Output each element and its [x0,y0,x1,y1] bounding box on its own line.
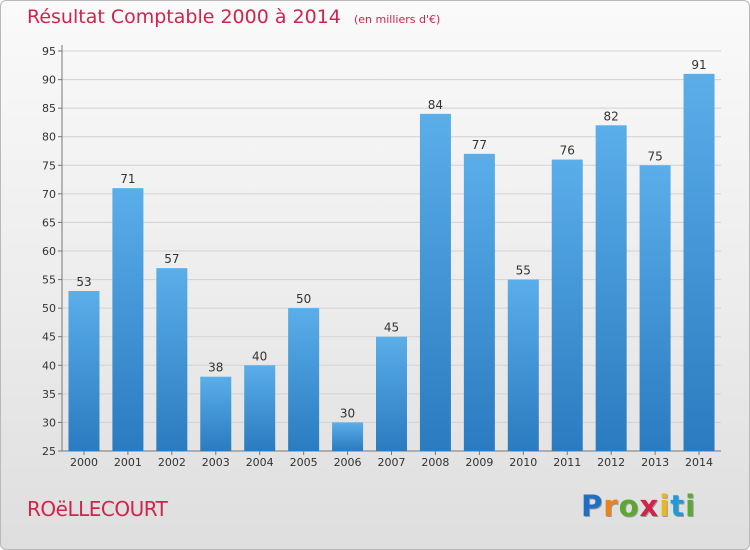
logo-letter: P [581,489,604,523]
x-tick-label: 2002 [158,456,186,469]
logo-letter: t [670,489,686,523]
bar-value-label: 50 [296,292,311,306]
y-tick-label: 55 [42,274,56,287]
bar-value-label: 40 [252,349,267,363]
bar-value-label: 45 [384,321,399,335]
logo-letter: o [618,489,640,523]
bar [112,188,144,451]
bar-value-label: 38 [208,361,223,375]
y-tick-label: 25 [42,445,56,458]
logo-letter: i [685,489,697,523]
bar [332,422,364,451]
y-tick-label: 80 [42,131,56,144]
proxiti-logo: Proxiti [581,489,696,523]
chart-title: Résultat Comptable 2000 à 2014 [27,6,341,28]
bar-value-label: 30 [340,406,355,420]
bar [551,159,583,452]
bars [68,73,715,452]
x-tick-label: 2012 [597,456,625,469]
y-tick-label: 50 [42,302,56,315]
x-tick-label: 2007 [378,456,406,469]
bar-value-label: 71 [120,172,135,186]
x-tick-label: 2011 [553,456,581,469]
bar [244,365,276,451]
bar-value-label: 75 [647,149,662,163]
y-tick-label: 65 [42,216,56,229]
x-tick-label: 2005 [290,456,318,469]
logo-letter: x [639,489,660,523]
bar [156,268,188,451]
bar [507,279,539,451]
y-tick-label: 70 [42,188,56,201]
x-tick-label: 2001 [114,456,142,469]
y-tick-label: 35 [42,388,56,401]
y-tick-label: 40 [42,359,56,372]
logo-letter: r [603,489,619,523]
bar [419,113,451,451]
bar-value-label: 76 [560,144,575,158]
labels: 25 30 35 40 45 50 55 60 65 70 75 80 85 90 95 53 2000 71 20… [42,45,713,469]
bar [595,125,627,452]
bar-value-label: 53 [76,275,91,289]
x-tick-label: 2003 [202,456,230,469]
logo-letter: i [659,489,671,523]
y-tick-label: 95 [42,45,56,58]
bar [288,308,320,451]
y-tick-label: 60 [42,245,56,258]
x-tick-label: 2013 [641,456,669,469]
bar-value-label: 84 [428,98,443,112]
chart-subtitle: (en milliers d'€) [353,13,441,26]
title-row: Résultat Comptable 2000 à 2014 (en milli… [27,6,440,28]
bar-value-label: 55 [516,264,531,278]
y-tick-label: 75 [42,159,56,172]
bar [200,376,232,451]
bar-value-label: 57 [164,252,179,266]
x-tick-label: 2008 [421,456,449,469]
bar [639,165,671,452]
bar-value-label: 77 [472,138,487,152]
x-tick-label: 2004 [246,456,274,469]
bar-value-label: 91 [691,58,706,72]
bar [68,291,100,451]
commune-name: ROëLLECOURT [27,497,168,521]
x-tick-label: 2000 [70,456,98,469]
x-tick-label: 2014 [685,456,713,469]
y-tick-label: 30 [42,416,56,429]
y-tick-label: 45 [42,331,56,344]
y-tick-label: 90 [42,74,56,87]
bar [683,73,715,451]
y-tick-label: 85 [42,102,56,115]
bar-value-label: 82 [604,109,619,123]
x-tick-label: 2010 [509,456,537,469]
bar [463,153,495,451]
bar [376,336,407,451]
x-tick-label: 2006 [334,456,362,469]
x-tick-label: 2009 [465,456,493,469]
